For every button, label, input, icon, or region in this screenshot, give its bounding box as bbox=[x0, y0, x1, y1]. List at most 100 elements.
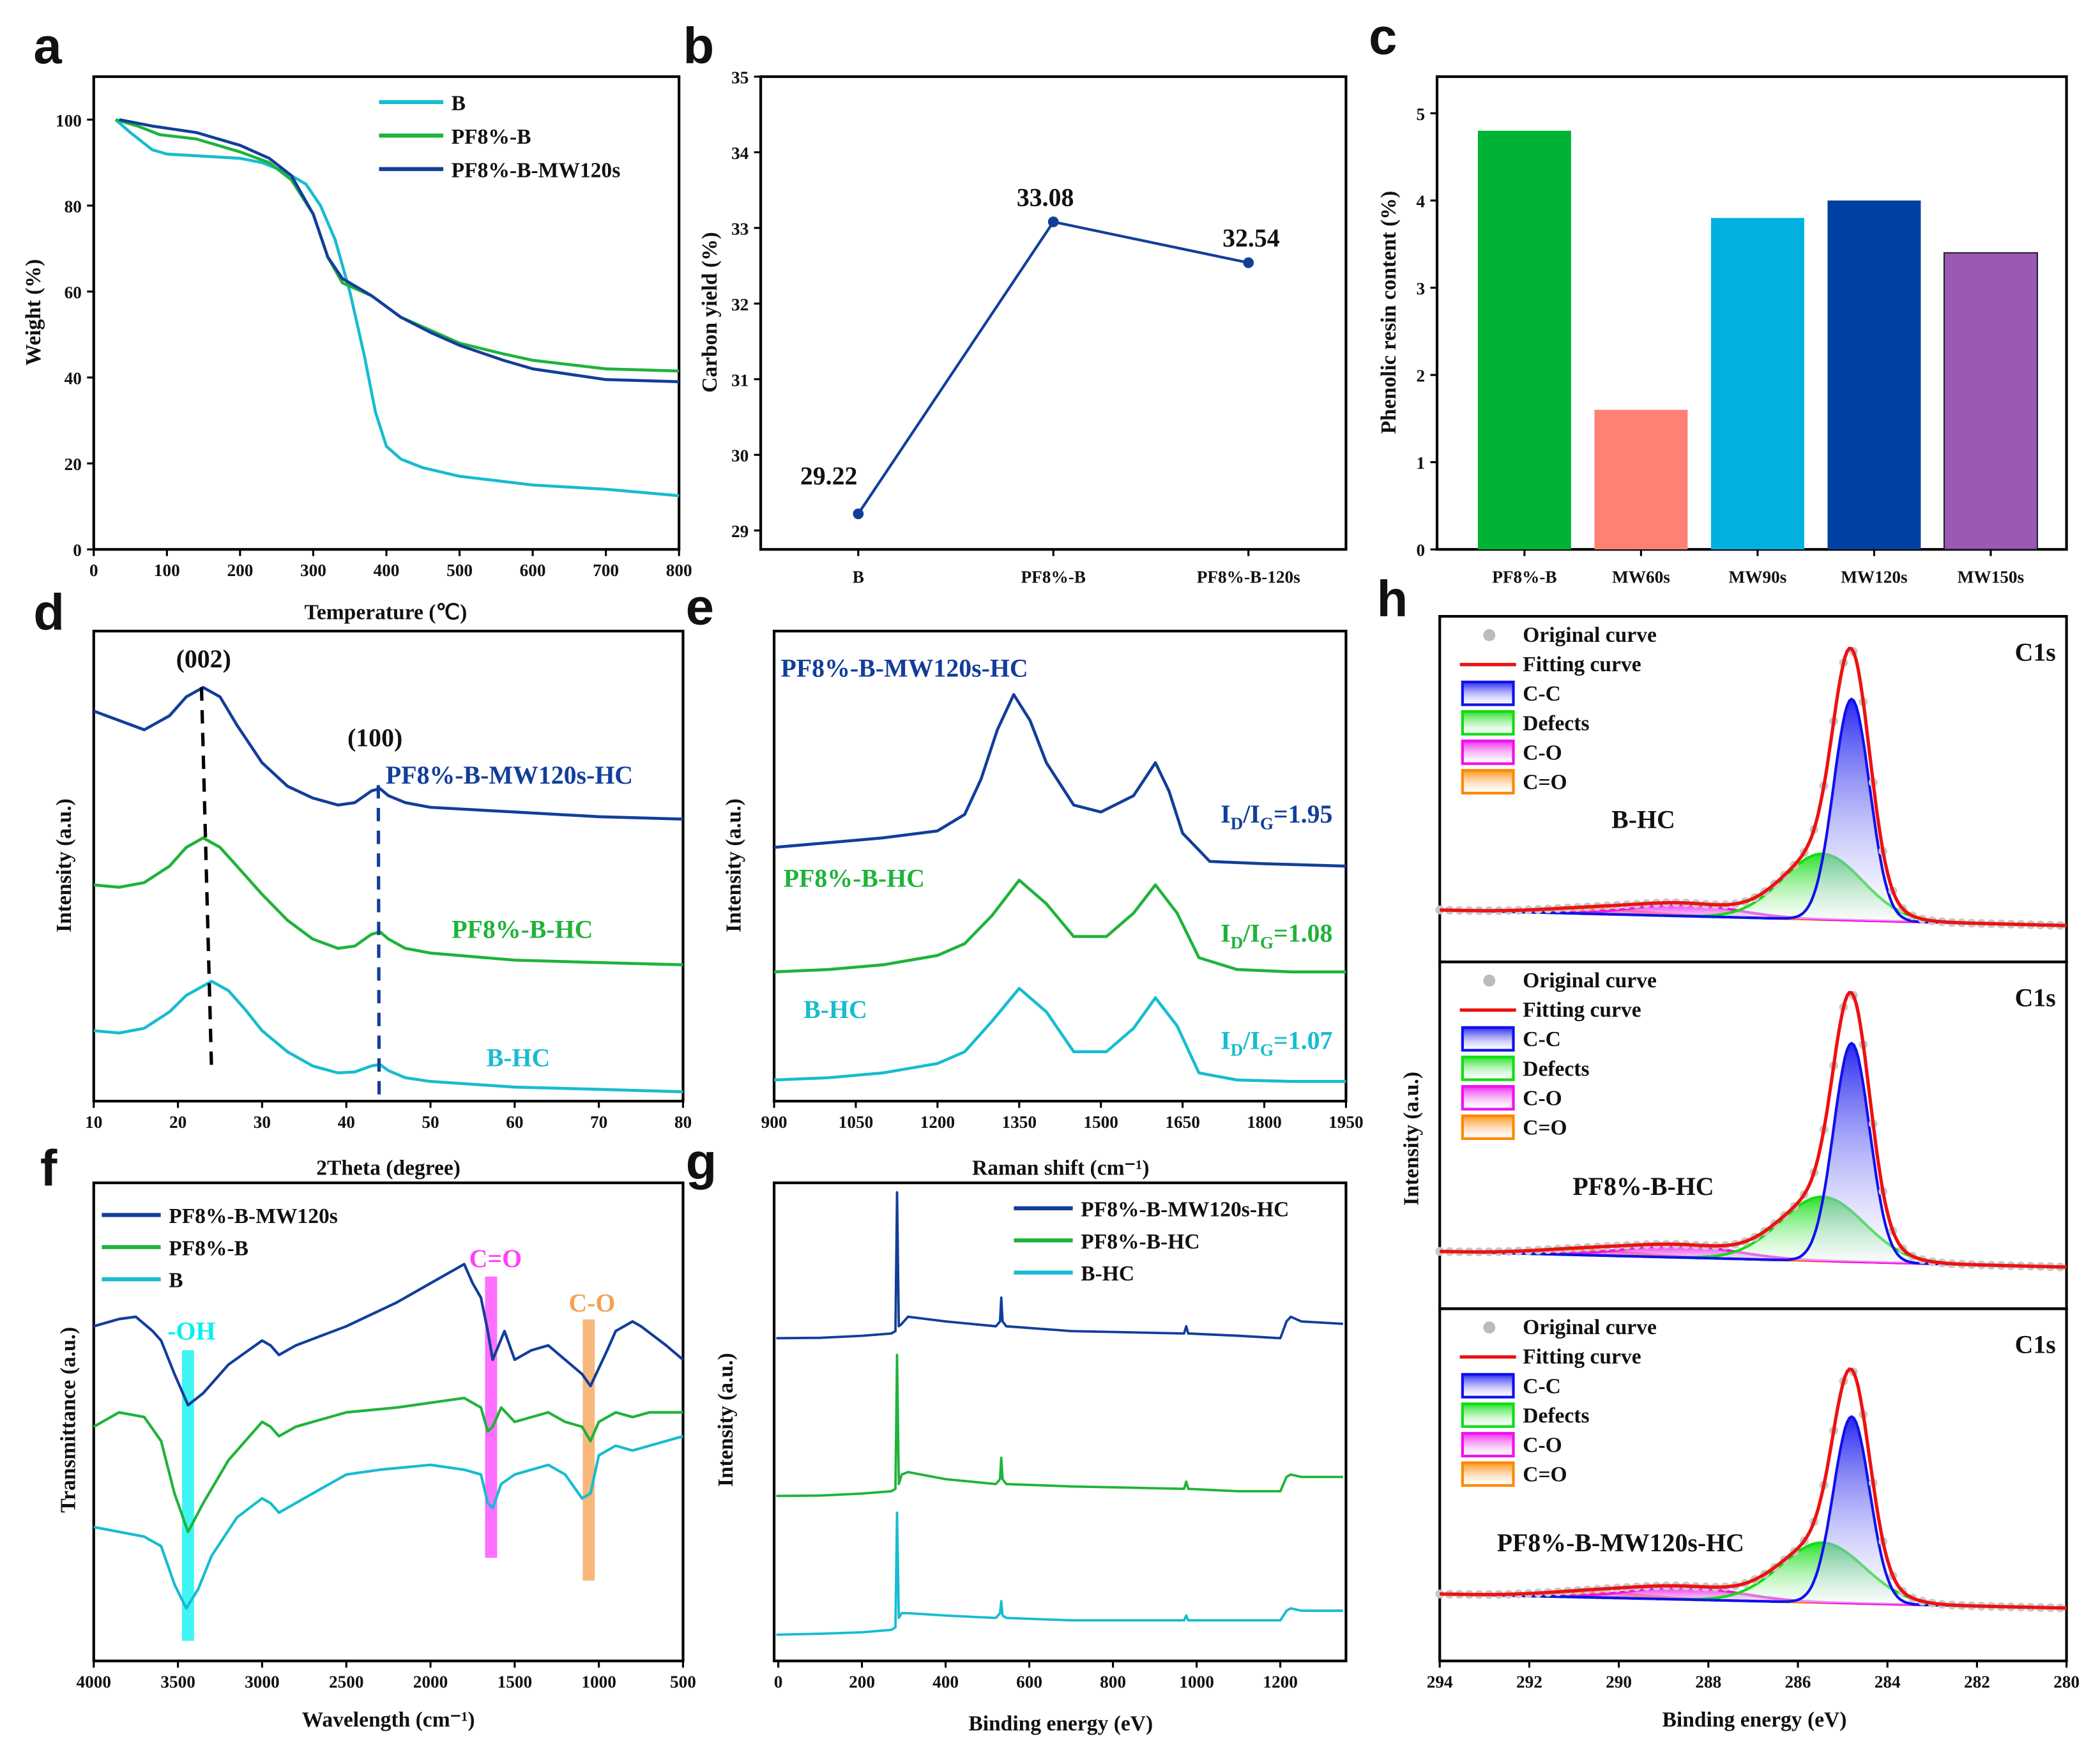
series-line bbox=[773, 693, 1346, 868]
x-tick-label: 900 bbox=[761, 1113, 788, 1132]
x-tick-label: 4000 bbox=[77, 1673, 111, 1692]
x-category-label: PF8%-B-120s bbox=[1197, 568, 1300, 587]
x-tick-label: 1000 bbox=[581, 1673, 616, 1692]
panel-a-tga: 0 100 200 300 400 500 600 700 800 0 20 40 60 80 100 B PF… bbox=[22, 75, 692, 624]
x-tick-label: 2000 bbox=[413, 1673, 448, 1692]
legend-label: Defects bbox=[1523, 711, 1589, 735]
legend-label: C=O bbox=[1523, 1116, 1567, 1140]
core-level-label: C1s bbox=[2015, 637, 2056, 666]
core-level-label: C1s bbox=[2015, 983, 2056, 1012]
x-tick-label: 100 bbox=[154, 561, 180, 580]
series-label: B-HC bbox=[487, 1044, 551, 1072]
legend-label: C-C bbox=[1523, 1374, 1561, 1398]
series-line bbox=[857, 220, 1249, 515]
x-tick-label: 80 bbox=[674, 1113, 692, 1132]
x-tick-label: 200 bbox=[849, 1673, 875, 1692]
band-highlight bbox=[485, 1276, 498, 1558]
y-axis-label: Intensity (a.u.) bbox=[52, 798, 76, 932]
panel-letter-f: f bbox=[40, 1139, 57, 1196]
legend-label: C-C bbox=[1523, 1028, 1561, 1051]
sample-label: PF8%-B-HC bbox=[1572, 1172, 1714, 1201]
peak-002-dashed-line bbox=[199, 687, 213, 1072]
ratio-text-part: /I bbox=[1242, 800, 1260, 828]
x-tick-label: 2500 bbox=[329, 1673, 364, 1692]
series-line bbox=[93, 1434, 684, 1610]
panel-c-resin-content: 0 1 2 3 4 5 PF8%-B MW60s MW90s MW120s MW150s Phenol… bbox=[1377, 75, 2068, 587]
panel-letter-c: c bbox=[1369, 8, 1397, 65]
x-tick-label: 3000 bbox=[245, 1673, 279, 1692]
original-curve-point bbox=[1435, 905, 1445, 915]
x-tick-label: 600 bbox=[520, 561, 546, 580]
bar bbox=[1943, 252, 2038, 551]
x-tick-label: 284 bbox=[1875, 1673, 1901, 1692]
panel-letter-g: g bbox=[686, 1133, 717, 1190]
legend-swatch bbox=[1483, 629, 1496, 641]
x-category-label: PF8%-B bbox=[1021, 568, 1086, 587]
series-label: PF8%-B-MW120s-HC bbox=[386, 761, 633, 789]
series-label: PF8%-B-HC bbox=[784, 864, 925, 893]
legend-swatch bbox=[1461, 1372, 1515, 1399]
x-tick-label: 200 bbox=[227, 561, 253, 580]
panel-letter-a: a bbox=[33, 17, 62, 74]
ratio-text-part: D bbox=[1231, 814, 1244, 833]
panel-letter-d: d bbox=[33, 584, 65, 641]
legend-label: PF8%-B bbox=[452, 125, 531, 149]
x-tick-label: 294 bbox=[1427, 1673, 1453, 1692]
y-tick-label: 31 bbox=[731, 370, 749, 390]
core-level-label: C1s bbox=[2015, 1330, 2056, 1358]
component-area bbox=[1440, 1197, 2067, 1267]
x-tick-label: 500 bbox=[446, 561, 473, 580]
ratio-text-part: 1.07 bbox=[1288, 1026, 1333, 1054]
y-axis-label: Phenolic resin content (%) bbox=[1377, 191, 1401, 434]
legend-label: Fitting curve bbox=[1523, 1345, 1641, 1369]
band-highlight bbox=[181, 1350, 194, 1641]
fitting-curve bbox=[1440, 646, 2067, 927]
ratio-text-part: = bbox=[1274, 800, 1288, 828]
series-line bbox=[93, 1263, 684, 1407]
legend-label: PF8%-B-MW120s bbox=[169, 1204, 338, 1228]
y-tick-label: 1 bbox=[1417, 453, 1426, 473]
y-tick-label: 0 bbox=[1417, 541, 1426, 560]
y-tick-label: 32 bbox=[731, 295, 749, 314]
data-point bbox=[1243, 257, 1254, 268]
series-line bbox=[773, 987, 1346, 1083]
legend-label: B-HC bbox=[1081, 1262, 1134, 1286]
x-tick-label: 288 bbox=[1695, 1673, 1721, 1692]
ratio-text-part: /I bbox=[1242, 1026, 1260, 1054]
x-tick-label: 10 bbox=[85, 1113, 102, 1132]
plot-frame bbox=[772, 1181, 1348, 1662]
x-tick-label: 1350 bbox=[1002, 1113, 1037, 1132]
fitting-curve bbox=[1440, 991, 2067, 1269]
series-label: B-HC bbox=[803, 995, 867, 1024]
x-tick-label: 1200 bbox=[920, 1113, 955, 1132]
x-tick-label: 1050 bbox=[839, 1113, 874, 1132]
y-tick-label: 29 bbox=[731, 522, 749, 541]
x-tick-label: 1650 bbox=[1165, 1113, 1200, 1132]
bar bbox=[1477, 130, 1571, 550]
id-ig-ratio-label: ID/IG=1.08 bbox=[1221, 919, 1332, 952]
ratio-text-part: G bbox=[1260, 1040, 1274, 1060]
plot-frame bbox=[92, 1181, 685, 1662]
series-line bbox=[776, 1191, 1343, 1340]
series-line bbox=[776, 1353, 1343, 1498]
data-point bbox=[1047, 217, 1059, 227]
x-tick-label: 292 bbox=[1516, 1673, 1542, 1692]
x-tick-label: 1500 bbox=[1083, 1113, 1118, 1132]
legend-label: Fitting curve bbox=[1523, 653, 1641, 676]
y-axis-label: Intensity (a.u.) bbox=[714, 1353, 738, 1487]
x-category-label: PF8%-B bbox=[1492, 568, 1556, 587]
y-tick-label: 2 bbox=[1417, 367, 1426, 386]
panel-letter-e: e bbox=[686, 579, 714, 635]
x-tick-label: 0 bbox=[89, 561, 98, 580]
x-tick-label: 800 bbox=[1100, 1673, 1126, 1692]
legend-swatch bbox=[1461, 1114, 1515, 1141]
plot-frame bbox=[772, 630, 1348, 1103]
x-tick-label: 282 bbox=[1964, 1673, 1990, 1692]
y-tick-label: 60 bbox=[65, 283, 82, 302]
y-tick-label: 40 bbox=[65, 369, 82, 388]
peak-label-002: (002) bbox=[176, 644, 231, 673]
legend-label: C=O bbox=[1523, 771, 1567, 794]
legend-swatch bbox=[1483, 1321, 1496, 1334]
panel-d-xrd: 10 20 30 40 50 60 70 80 (002) (100) PF8%-B-MW120s-… bbox=[52, 630, 692, 1180]
panel-letter-h: h bbox=[1377, 570, 1408, 627]
